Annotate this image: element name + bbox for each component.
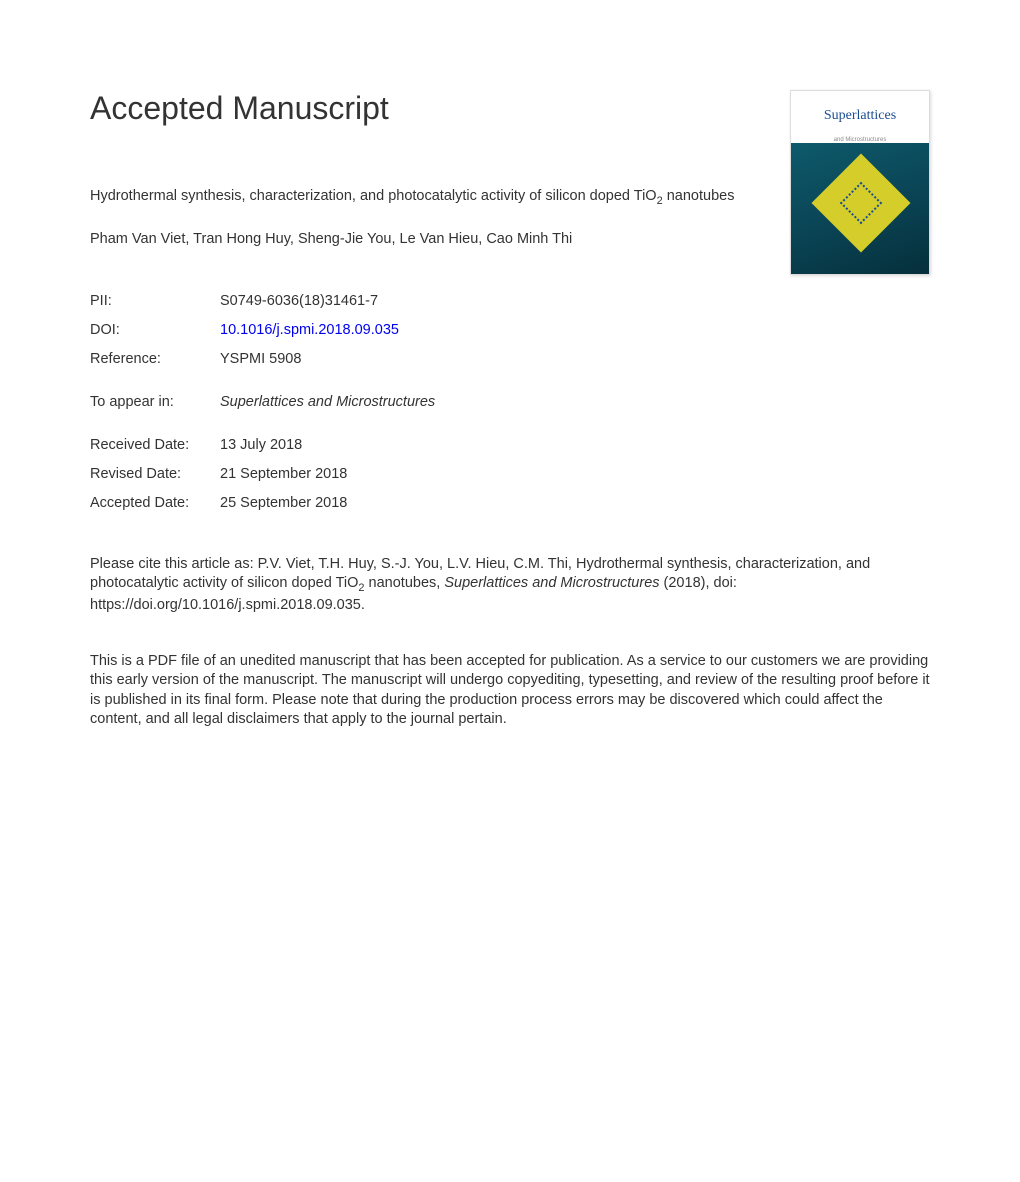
title-text-post: nanotubes bbox=[663, 188, 735, 204]
journal-cover-title: Superlattices bbox=[791, 91, 929, 141]
doi-label: DOI: bbox=[90, 322, 220, 338]
journal-cover-thumbnail: Superlattices and Microstructures bbox=[790, 90, 930, 275]
received-label: Received Date: bbox=[90, 437, 220, 453]
appear-label: To appear in: bbox=[90, 394, 220, 410]
doi-link[interactable]: 10.1016/j.spmi.2018.09.035 bbox=[220, 322, 399, 338]
received-value: 13 July 2018 bbox=[220, 437, 302, 453]
disclaimer-text: This is a PDF file of an unedited manusc… bbox=[90, 652, 930, 730]
meta-row-appear: To appear in: Superlattices and Microstr… bbox=[90, 394, 930, 410]
meta-row-accepted: Accepted Date: 25 September 2018 bbox=[90, 495, 930, 511]
accepted-label: Accepted Date: bbox=[90, 495, 220, 511]
accepted-value: 25 September 2018 bbox=[220, 495, 347, 511]
meta-row-doi: DOI: 10.1016/j.spmi.2018.09.035 bbox=[90, 322, 930, 338]
title-text-pre: Hydrothermal synthesis, characterization… bbox=[90, 188, 657, 204]
reference-label: Reference: bbox=[90, 351, 220, 367]
citation-block: Please cite this article as: P.V. Viet, … bbox=[90, 555, 930, 616]
citation-journal: Superlattices and Microstructures bbox=[444, 575, 659, 591]
meta-row-received: Received Date: 13 July 2018 bbox=[90, 437, 930, 453]
reference-value: YSPMI 5908 bbox=[220, 351, 301, 367]
revised-value: 21 September 2018 bbox=[220, 466, 347, 482]
meta-row-pii: PII: S0749-6036(18)31461-7 bbox=[90, 293, 930, 309]
meta-row-reference: Reference: YSPMI 5908 bbox=[90, 351, 930, 367]
pii-label: PII: bbox=[90, 293, 220, 309]
appear-value: Superlattices and Microstructures bbox=[220, 394, 435, 410]
citation-mid: nanotubes, bbox=[365, 575, 445, 591]
pii-value: S0749-6036(18)31461-7 bbox=[220, 293, 378, 309]
metadata-table: PII: S0749-6036(18)31461-7 DOI: 10.1016/… bbox=[90, 293, 930, 511]
journal-cover-art bbox=[791, 143, 929, 275]
revised-label: Revised Date: bbox=[90, 466, 220, 482]
meta-row-revised: Revised Date: 21 September 2018 bbox=[90, 466, 930, 482]
article-title: Hydrothermal synthesis, characterization… bbox=[90, 187, 770, 209]
